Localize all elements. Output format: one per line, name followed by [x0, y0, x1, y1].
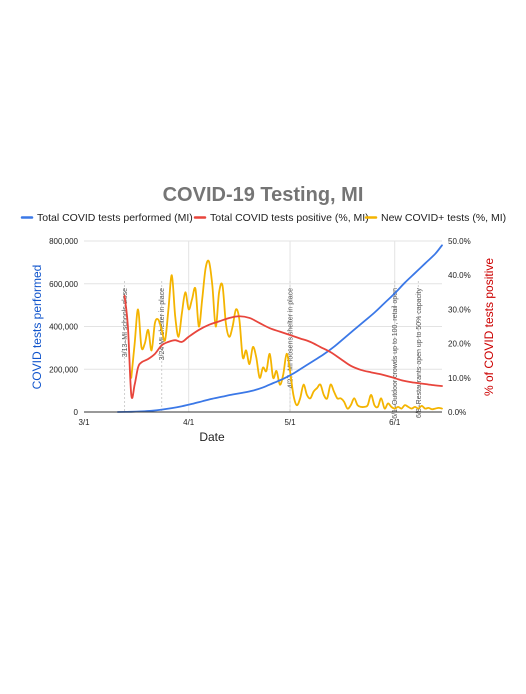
right-tick-label: 40.0% [448, 271, 471, 280]
x-tick-label: 6/1 [389, 418, 401, 427]
right-tick-label: 10.0% [448, 374, 471, 383]
right-tick-label: 30.0% [448, 305, 471, 314]
left-tick-label: 800,000 [49, 237, 78, 246]
annotation-label: 3/24 MI shelter in place [159, 288, 166, 360]
x-tick-label: 4/1 [183, 418, 195, 427]
x-axis-title: Date [199, 430, 225, 444]
chart-title: COVID-19 Testing, MI [163, 184, 364, 206]
left-axis-title: COVID tests performed [30, 265, 44, 390]
chart-legend: Total COVID tests performed (MI) Total CO… [20, 212, 506, 224]
legend-label: Total COVID tests positive (%, MI) [210, 212, 369, 224]
left-tick-label: 0 [74, 408, 79, 417]
left-tick-label: 200,000 [49, 365, 78, 374]
annotation-label: 6/1–Outdoor crowds up to 100, retail ope… [392, 288, 399, 419]
x-tick-label: 5/1 [284, 418, 296, 427]
x-axis-ticks: 3/1 4/1 5/1 6/1 [78, 418, 400, 427]
right-axis-ticks: 0.0% 10.0% 20.0% 30.0% 40.0% 50.0% [448, 237, 471, 417]
series-tests-performed-line [116, 244, 443, 413]
legend-label: New COVID+ tests (%, MI) [381, 212, 506, 224]
right-tick-label: 20.0% [448, 340, 471, 349]
grid-lines [84, 240, 442, 412]
data-series [116, 244, 443, 413]
annotation-label: 6/8–Restaurants open up to 50% capacity [416, 288, 423, 418]
x-tick-label: 3/1 [78, 418, 90, 427]
legend-label: Total COVID tests performed (MI) [37, 212, 193, 224]
series-new-positive-line [130, 259, 443, 411]
event-annotations: 3/13–MI schools close 3/24 MI shelter in … [122, 281, 423, 419]
series-positive-rate-line [123, 294, 443, 399]
right-tick-label: 50.0% [448, 237, 471, 246]
annotation-label: 3/13–MI schools close [122, 288, 129, 357]
annotation-label: 4/27–MI loosens shelter in place [288, 288, 295, 388]
right-axis-title: % of COVID tests positive [482, 258, 496, 396]
left-axis-ticks: 0 200,000 400,000 600,000 800,000 [49, 237, 78, 417]
left-tick-label: 400,000 [49, 323, 78, 332]
left-tick-label: 600,000 [49, 280, 78, 289]
right-tick-label: 0.0% [448, 408, 466, 417]
